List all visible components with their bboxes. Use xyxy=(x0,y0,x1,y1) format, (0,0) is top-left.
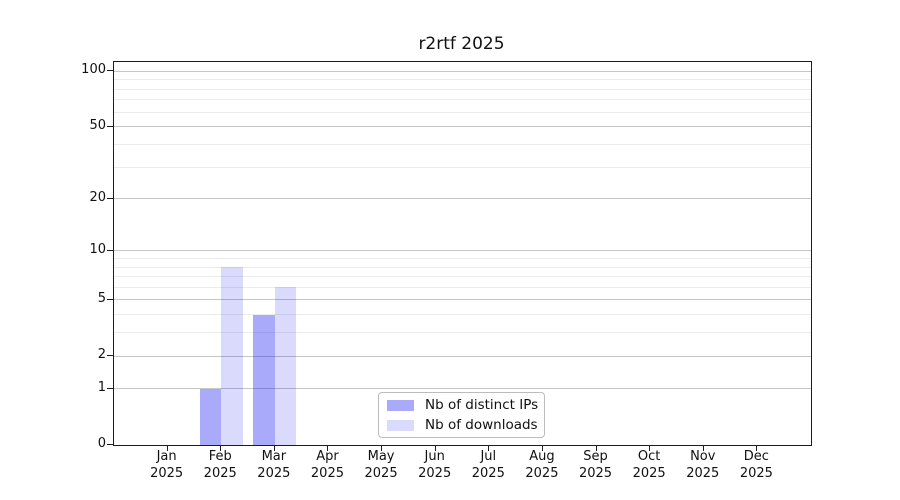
xtick-label-aug: Aug 2025 xyxy=(525,449,559,481)
legend-swatch-distinct-ips xyxy=(387,399,414,411)
ytick-label-20: 20 xyxy=(89,189,106,205)
chart-title: r2rtf 2025 xyxy=(418,34,505,54)
ytick-label-5: 5 xyxy=(97,290,106,306)
xtick-label-mar: Mar 2025 xyxy=(257,449,291,481)
xtick-label-feb: Feb 2025 xyxy=(203,449,237,481)
xtick-mark-sep xyxy=(595,445,597,451)
gridline-minor-60 xyxy=(114,111,811,113)
xtick-mark-oct xyxy=(649,445,651,451)
ytick-label-2: 2 xyxy=(97,347,106,363)
bar-ips-mar xyxy=(253,314,275,445)
gridline-minor-6 xyxy=(114,286,811,288)
xtick-label-jan: Jan 2025 xyxy=(150,449,184,481)
gridline-minor-80 xyxy=(114,88,811,90)
gridline-major-10 xyxy=(114,250,811,252)
plot-area xyxy=(113,61,812,446)
xtick-mark-jun xyxy=(434,445,436,451)
gridline-minor-7 xyxy=(114,276,811,278)
xtick-mark-mar xyxy=(273,445,275,451)
gridline-minor-40 xyxy=(114,143,811,145)
gridline-minor-30 xyxy=(114,166,811,168)
ytick-label-10: 10 xyxy=(89,241,106,257)
ytick-mark-0 xyxy=(107,444,113,445)
ytick-mark-100 xyxy=(107,70,113,72)
xtick-mark-apr xyxy=(327,445,329,451)
gridline-major-1 xyxy=(114,388,811,390)
legend-label-distinct-ips: Nb of distinct IPs xyxy=(425,397,539,413)
legend-entry-downloads: Nb of downloads xyxy=(387,417,538,433)
gridline-major-2 xyxy=(114,355,811,357)
xtick-mark-jan xyxy=(166,445,168,451)
ytick-label-1: 1 xyxy=(97,379,106,395)
gridline-minor-9 xyxy=(114,258,811,260)
gridline-minor-8 xyxy=(114,266,811,268)
ytick-mark-50 xyxy=(107,125,113,127)
xtick-label-nov: Nov 2025 xyxy=(686,449,720,481)
legend: Nb of distinct IPs Nb of downloads xyxy=(378,392,545,438)
ytick-mark-10 xyxy=(107,249,113,251)
gridline-minor-3 xyxy=(114,332,811,334)
gridline-minor-70 xyxy=(114,99,811,101)
xtick-label-apr: Apr 2025 xyxy=(310,449,344,481)
gridline-minor-4 xyxy=(114,314,811,316)
xtick-label-jul: Jul 2025 xyxy=(471,449,505,481)
bar-downloads-feb xyxy=(221,267,243,445)
xtick-label-may: May 2025 xyxy=(364,449,398,481)
gridline-major-5 xyxy=(114,299,811,301)
ytick-label-0: 0 xyxy=(97,436,106,451)
legend-entry-distinct-ips: Nb of distinct IPs xyxy=(387,397,539,413)
gridline-major-100 xyxy=(114,70,811,72)
xtick-label-sep: Sep 2025 xyxy=(578,449,613,481)
xtick-mark-jul xyxy=(488,445,490,451)
ytick-mark-2 xyxy=(107,355,113,357)
ytick-label-50: 50 xyxy=(89,117,106,133)
xtick-mark-may xyxy=(381,445,383,451)
legend-label-downloads: Nb of downloads xyxy=(425,417,538,433)
ytick-mark-20 xyxy=(107,197,113,199)
xtick-mark-nov xyxy=(702,445,704,451)
xtick-mark-dec xyxy=(756,445,758,451)
ytick-mark-5 xyxy=(107,298,113,300)
xtick-mark-feb xyxy=(220,445,222,451)
gridline-major-20 xyxy=(114,198,811,200)
ytick-label-100: 100 xyxy=(81,62,106,78)
xtick-mark-aug xyxy=(541,445,543,451)
gridline-major-50 xyxy=(114,126,811,128)
gridline-minor-90 xyxy=(114,79,811,81)
bar-downloads-mar xyxy=(274,287,297,445)
legend-swatch-downloads xyxy=(387,419,414,431)
xtick-label-oct: Oct 2025 xyxy=(632,449,666,481)
bar-ips-feb xyxy=(199,388,222,445)
ytick-mark-1 xyxy=(107,387,113,389)
xtick-label-dec: Dec 2025 xyxy=(739,449,773,481)
xtick-label-jun: Jun 2025 xyxy=(418,449,452,481)
